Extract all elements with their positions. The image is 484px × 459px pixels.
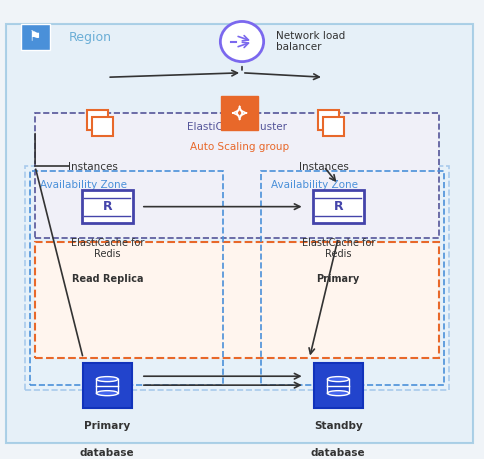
Text: R: R	[333, 200, 343, 213]
Text: Read Replica: Read Replica	[72, 274, 143, 284]
Text: Auto Scaling group: Auto Scaling group	[190, 142, 289, 152]
FancyBboxPatch shape	[323, 117, 344, 136]
FancyBboxPatch shape	[83, 363, 132, 408]
Text: ElastiCache cluster: ElastiCache cluster	[187, 122, 287, 132]
Ellipse shape	[327, 376, 349, 381]
FancyBboxPatch shape	[221, 96, 258, 130]
FancyBboxPatch shape	[26, 167, 449, 390]
Bar	[21, 24, 49, 50]
FancyBboxPatch shape	[92, 117, 113, 136]
FancyBboxPatch shape	[318, 110, 339, 130]
Text: ⚑: ⚑	[29, 30, 41, 44]
Text: Instances: Instances	[68, 162, 118, 172]
FancyBboxPatch shape	[35, 113, 439, 238]
Text: Availability Zone: Availability Zone	[271, 180, 358, 190]
Text: ElastiCache for
Redis: ElastiCache for Redis	[71, 238, 144, 259]
Ellipse shape	[327, 391, 349, 396]
FancyBboxPatch shape	[314, 363, 363, 408]
Text: Primary: Primary	[317, 274, 360, 284]
Text: Standby: Standby	[314, 421, 363, 431]
Ellipse shape	[96, 391, 118, 396]
FancyBboxPatch shape	[35, 242, 439, 358]
FancyBboxPatch shape	[87, 110, 108, 130]
FancyBboxPatch shape	[313, 190, 364, 223]
Text: ElastiCache for
Redis: ElastiCache for Redis	[302, 238, 375, 259]
Text: Primary: Primary	[84, 421, 130, 431]
Text: Region: Region	[69, 31, 112, 44]
Text: Availability Zone: Availability Zone	[40, 180, 127, 190]
Text: Network load
balancer: Network load balancer	[276, 31, 345, 52]
Text: database: database	[80, 448, 135, 458]
Ellipse shape	[96, 376, 118, 381]
FancyBboxPatch shape	[6, 24, 473, 443]
Text: R: R	[103, 200, 112, 213]
FancyBboxPatch shape	[82, 190, 133, 223]
Circle shape	[220, 22, 264, 62]
Text: Instances: Instances	[299, 162, 349, 172]
Text: database: database	[311, 448, 365, 458]
